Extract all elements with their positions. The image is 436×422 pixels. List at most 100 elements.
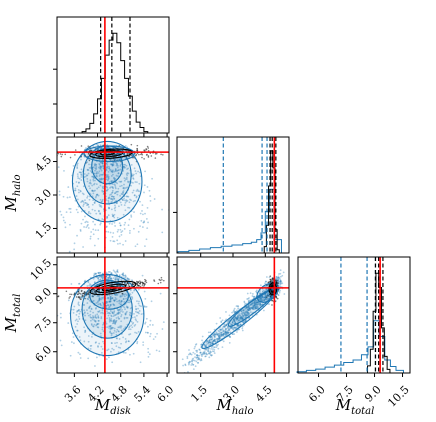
sample-point <box>264 298 267 301</box>
sample-point <box>92 176 95 178</box>
sample-point <box>82 205 85 207</box>
sample-point <box>92 316 95 319</box>
sample-point <box>241 315 243 318</box>
sample-point <box>138 312 140 315</box>
sample-point <box>116 182 119 185</box>
sample-point <box>131 298 134 300</box>
sample-point <box>208 352 210 354</box>
sample-point <box>212 339 215 342</box>
sample-point <box>94 320 96 323</box>
sample-point <box>107 348 110 351</box>
sample-point <box>87 281 90 284</box>
sample-point <box>145 317 148 320</box>
sample-point <box>249 304 252 306</box>
sample-point <box>112 187 115 190</box>
sample-point <box>128 328 130 331</box>
sample-point <box>96 326 99 328</box>
sample-point <box>86 309 88 311</box>
sample-point <box>220 320 223 323</box>
sample-point <box>201 352 204 355</box>
sample-point <box>67 322 70 324</box>
sample-point <box>96 323 99 325</box>
sample-point <box>93 202 96 204</box>
sample-point <box>114 158 117 161</box>
sample-point <box>96 323 98 326</box>
sample-point <box>122 243 124 246</box>
sample-point <box>210 335 213 338</box>
sample-point <box>261 296 264 298</box>
sample-point <box>109 325 111 327</box>
sample-point <box>212 334 214 337</box>
disk-histogram <box>81 32 149 133</box>
y-tick-label: 6.0 <box>33 343 55 365</box>
sample-point <box>223 332 226 335</box>
sample-point <box>134 331 136 334</box>
sample-point <box>111 297 114 300</box>
sample-point <box>111 180 114 182</box>
sample-point <box>70 341 73 343</box>
sample-point <box>76 329 79 332</box>
sample-point <box>209 344 211 347</box>
sample-point <box>242 310 245 312</box>
sample-point <box>123 295 126 298</box>
sample-point <box>105 185 108 188</box>
sample-point <box>121 230 124 232</box>
sample-point <box>64 226 67 229</box>
sample-point <box>116 242 119 245</box>
sample-point <box>225 318 228 321</box>
sample-point <box>253 302 256 305</box>
x-tick-label: 5.4 <box>132 383 154 405</box>
sample-point <box>126 306 129 309</box>
sample-point <box>88 306 91 309</box>
sample-point <box>218 332 221 335</box>
sample-point <box>110 327 113 330</box>
sample-point <box>141 204 144 207</box>
sample-point <box>207 341 210 344</box>
sample-point <box>194 344 197 346</box>
sample-point <box>134 170 137 172</box>
sample-point <box>253 295 256 298</box>
sample-point <box>87 227 90 229</box>
sample-point <box>122 167 125 170</box>
sample-point <box>65 211 68 214</box>
sample-point <box>256 307 258 310</box>
sample-point <box>120 193 123 195</box>
sample-point <box>143 191 145 194</box>
sample-point <box>247 308 250 310</box>
sample-point <box>119 303 122 306</box>
sample-point <box>120 300 123 303</box>
sample-point <box>254 301 257 304</box>
sample-point <box>115 162 118 164</box>
sample-point <box>253 300 256 303</box>
sample-point <box>129 333 132 335</box>
sample-point <box>207 344 210 347</box>
sample-point <box>259 292 261 295</box>
x-tick-label: 3.6 <box>62 383 84 405</box>
sample-point <box>76 211 79 214</box>
sample-point <box>99 205 101 208</box>
sample-point <box>246 306 249 309</box>
sample-point <box>122 274 125 277</box>
sample-point <box>213 346 216 349</box>
sample-point <box>254 303 257 305</box>
sample-point <box>89 345 92 347</box>
sample-point <box>114 321 117 324</box>
sample-point <box>116 277 119 280</box>
sample-point <box>112 327 114 329</box>
sample-point <box>76 166 79 168</box>
sample-point <box>101 159 104 162</box>
sample-point <box>97 303 100 306</box>
sample-point <box>260 296 263 299</box>
sample-point <box>255 301 258 304</box>
sample-point <box>248 304 250 307</box>
sample-point <box>79 189 82 192</box>
sample-point <box>209 336 212 339</box>
sample-point <box>256 301 259 304</box>
sample-point <box>73 342 75 345</box>
sample-point <box>247 312 250 314</box>
sample-point <box>153 279 155 281</box>
sample-point <box>108 325 110 328</box>
sample-point <box>244 319 247 322</box>
sample-point <box>109 239 112 242</box>
sample-point <box>92 325 94 328</box>
